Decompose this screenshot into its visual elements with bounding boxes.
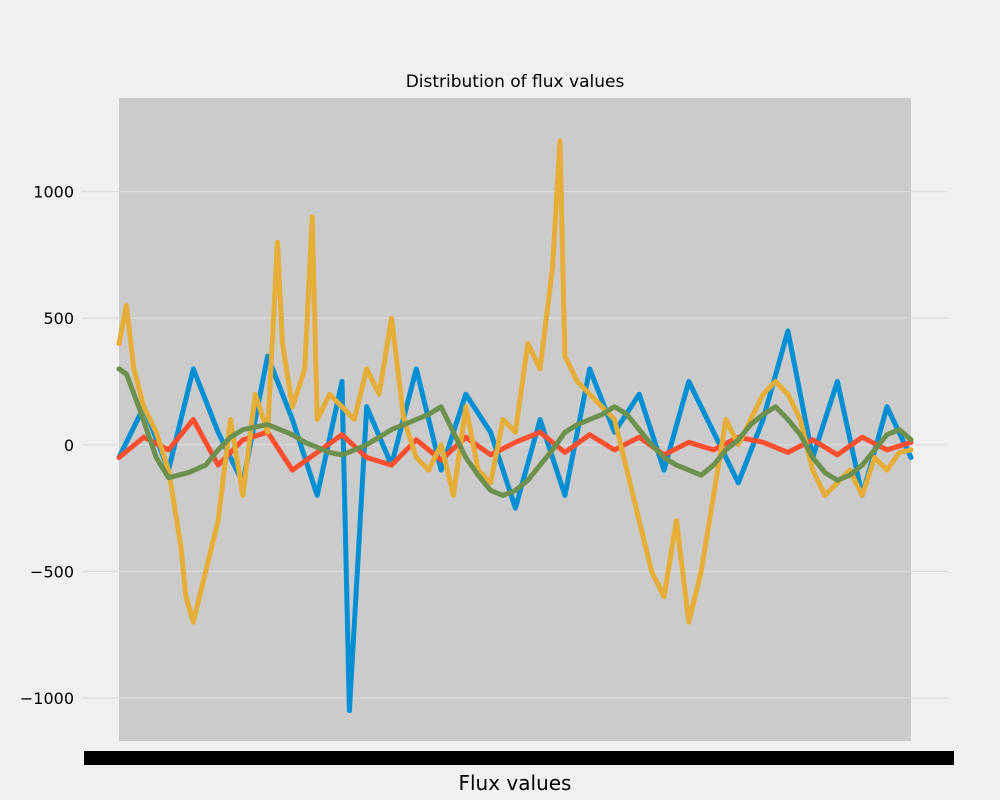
series-line-3 <box>116 138 914 625</box>
y-tick-label: 500 <box>43 309 74 328</box>
y-tick-label: −1000 <box>20 689 74 708</box>
series-line-1 <box>116 328 914 714</box>
series-layer <box>116 138 914 714</box>
series-line-4 <box>116 366 914 498</box>
y-tick-label: 0 <box>64 436 74 455</box>
x-tick-labels <box>84 751 954 765</box>
y-tick-label: −500 <box>30 562 74 581</box>
x-axis-label: Flux values <box>459 771 572 795</box>
y-tick-labels: 1000 500 0 −500 −1000 <box>20 183 74 708</box>
chart-title: Distribution of flux values <box>406 72 625 92</box>
x-tick-label-band <box>84 751 954 765</box>
y-tick-label: 1000 <box>33 183 74 202</box>
